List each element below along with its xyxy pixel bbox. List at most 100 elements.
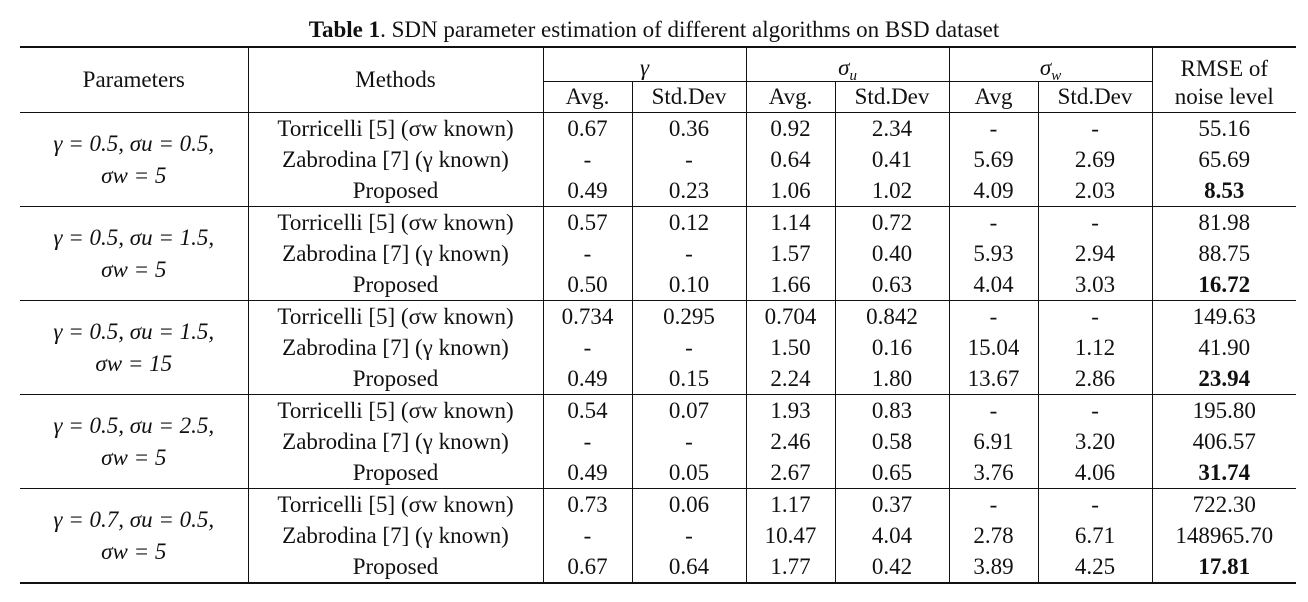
sigma-w-avg-cell: 6.91 bbox=[949, 426, 1039, 457]
parameter-cell: γ = 0.5, σu = 2.5, σw = 5 bbox=[20, 394, 249, 489]
method-cell: Proposed bbox=[248, 457, 544, 489]
sigma-u-std-cell: 1.80 bbox=[835, 363, 950, 395]
gamma-std-cell: 0.06 bbox=[632, 488, 747, 520]
sigma-u-avg-cell: 1.66 bbox=[746, 269, 836, 301]
sigma-u-avg-cell: 1.06 bbox=[746, 175, 836, 207]
sigma-w-avg-cell: - bbox=[949, 394, 1039, 426]
header-sigma-u: σu bbox=[746, 46, 950, 84]
table-row: Zabrodina [7] (γ known) - -0.64 0.41 5.69 2.6… bbox=[20, 144, 1296, 175]
sigma-u-std-cell: 0.42 bbox=[835, 551, 950, 584]
sigma-u-avg-cell: 1.93 bbox=[746, 394, 836, 426]
method-cell: Torricelli [5] (σw known) bbox=[248, 488, 544, 520]
gamma-std-cell: 0.295 bbox=[632, 300, 747, 332]
gamma-std-cell: 0.15 bbox=[632, 363, 747, 395]
sigma-w-std-cell: 2.94 bbox=[1038, 238, 1153, 269]
sigma-u-std-cell: 2.34 bbox=[835, 112, 950, 144]
sigma-w-avg-cell: - bbox=[949, 206, 1039, 238]
rmse-cell: 55.16 bbox=[1152, 112, 1297, 144]
rmse-cell: 722.30 bbox=[1152, 488, 1297, 520]
method-cell: Zabrodina [7] (γ known) bbox=[248, 332, 544, 363]
caption-label: Table 1 bbox=[308, 17, 381, 42]
method-cell: Zabrodina [7] (γ known) bbox=[248, 520, 544, 551]
sigma-u-avg-cell: 1.77 bbox=[746, 551, 836, 584]
sigma-u-std-cell: 0.72 bbox=[835, 206, 950, 238]
gamma-std-cell: - bbox=[632, 332, 747, 363]
gamma-std-cell: 0.36 bbox=[632, 112, 747, 144]
gamma-avg-cell: 0.50 bbox=[543, 269, 633, 301]
header-parameters: Parameters bbox=[20, 46, 249, 113]
gamma-std-cell: 0.10 bbox=[632, 269, 747, 301]
sigma-w-avg-cell: 3.89 bbox=[949, 551, 1039, 584]
gamma-std-cell: - bbox=[632, 144, 747, 175]
gamma-std-cell: 0.23 bbox=[632, 175, 747, 207]
gamma-avg-cell: 0.57 bbox=[543, 206, 633, 238]
parameter-line-1: γ = 0.7, σu = 0.5, bbox=[53, 506, 215, 532]
method-cell: Torricelli [5] (σw known) bbox=[248, 394, 544, 426]
rmse-cell: 148965.70 bbox=[1175, 523, 1274, 548]
best-rmse-value: 8.53 bbox=[1204, 178, 1245, 203]
sigma-w-std-cell: 1.12 bbox=[1038, 332, 1153, 363]
sigma-w-avg-cell: 15.04 bbox=[949, 332, 1039, 363]
sigma-w-std-cell: 2.03 bbox=[1038, 175, 1153, 207]
header-rmse-line1: RMSE of bbox=[1152, 46, 1297, 82]
sigma-w-std-cell: - bbox=[1038, 206, 1153, 238]
table-row: γ = 0.5, σu = 2.5, σw = 5 Torricelli [5] (… bbox=[20, 394, 1297, 489]
gamma-std-cell: - bbox=[632, 238, 747, 269]
gamma-std-cell: 0.64 bbox=[632, 551, 747, 584]
gamma-std-cell: - bbox=[632, 426, 747, 457]
table-row: γ = 0.5, σu = 1.5, σw = 15 Torricelli [5] … bbox=[20, 300, 1297, 395]
gamma-avg-cell: 0.67 bbox=[543, 112, 633, 144]
gamma-avg-cell: - bbox=[543, 238, 633, 269]
rmse-cell: 149.63 bbox=[1152, 300, 1297, 332]
table-row: Zabrodina [7] (γ known) - -1.50 0.16 15.04 1.… bbox=[20, 332, 1296, 363]
caption-text: . SDN parameter estimation of different … bbox=[380, 17, 1000, 42]
table-row: Proposed 0.49 0.05 2.67 0.65 3.76 4.06 31.74 bbox=[20, 457, 1296, 489]
parameter-line-1: γ = 0.5, σu = 1.5, bbox=[53, 224, 215, 250]
sigma-u-avg-cell: 1.17 bbox=[746, 488, 836, 520]
parameter-line-2: σw = 5 bbox=[101, 444, 167, 470]
method-cell: Torricelli [5] (σw known) bbox=[248, 300, 544, 332]
results-table: Parameters Methods γ σu σw RMSE of Avg. … bbox=[20, 46, 1297, 584]
sigma-w-std-cell: - bbox=[1038, 112, 1153, 144]
best-rmse-value: 17.81 bbox=[1198, 554, 1251, 579]
header-sigma-u-std: Std.Dev bbox=[835, 81, 950, 113]
sigma-u-avg-cell: 0.92 bbox=[746, 112, 836, 144]
sigma-u-std-cell: 0.16 bbox=[835, 332, 950, 363]
sigma-w-avg-cell: 3.76 bbox=[949, 457, 1039, 489]
sigma-w-std-cell: 4.25 bbox=[1038, 551, 1153, 584]
header-sigma-u-avg: Avg. bbox=[746, 81, 836, 113]
sigma-w-std-cell: 2.69 bbox=[1038, 144, 1153, 175]
sigma-w-avg-cell: - bbox=[949, 488, 1039, 520]
gamma-avg-cell: 0.49 bbox=[543, 363, 633, 395]
sigma-u-std-cell: 0.842 bbox=[835, 300, 950, 332]
sigma-w-std-cell: 3.20 bbox=[1038, 426, 1153, 457]
gamma-avg-cell: - bbox=[543, 144, 633, 175]
sigma-w-avg-cell: 4.04 bbox=[949, 269, 1039, 301]
sigma-u-avg-cell: 0.64 bbox=[746, 144, 836, 175]
sigma-w-std-cell: - bbox=[1038, 488, 1153, 520]
gamma-avg-cell: 0.73 bbox=[543, 488, 633, 520]
table-row: Zabrodina [7] (γ known) - -10.47 4.04 2.78 6.… bbox=[20, 520, 1296, 551]
sigma-w-std-cell: 2.86 bbox=[1038, 363, 1153, 395]
rmse-cell: 406.57 bbox=[1192, 429, 1256, 454]
sigma-u-avg-cell: 0.704 bbox=[746, 300, 836, 332]
gamma-avg-cell: 0.54 bbox=[543, 394, 633, 426]
table-row: Proposed 0.50 0.10 1.66 0.63 4.04 3.03 16.72 bbox=[20, 269, 1296, 301]
gamma-std-cell: - bbox=[632, 520, 747, 551]
sigma-u-avg-cell: 1.57 bbox=[746, 238, 836, 269]
parameter-line-1: γ = 0.5, σu = 0.5, bbox=[53, 130, 215, 156]
gamma-avg-cell: 0.734 bbox=[543, 300, 633, 332]
sigma-u-std-cell: 0.40 bbox=[835, 238, 950, 269]
header-sigma-w-avg: Avg bbox=[949, 81, 1039, 113]
sigma-u-std-cell: 0.65 bbox=[835, 457, 950, 489]
sigma-w-avg-cell: - bbox=[949, 300, 1039, 332]
parameter-line-2: σw = 15 bbox=[95, 350, 173, 376]
sigma-u-avg-cell: 2.67 bbox=[746, 457, 836, 489]
method-cell: Proposed bbox=[248, 269, 544, 301]
table-row: γ = 0.5, σu = 0.5, σw = 5 Torricelli [5] (… bbox=[20, 112, 1297, 207]
rmse-cell: 31.74 bbox=[1152, 457, 1296, 489]
sigma-w-avg-cell: - bbox=[949, 112, 1039, 144]
gamma-avg-cell: 0.49 bbox=[543, 175, 633, 207]
parameter-cell: γ = 0.5, σu = 1.5, σw = 5 bbox=[20, 206, 249, 301]
sigma-w-avg-cell: 13.67 bbox=[949, 363, 1039, 395]
